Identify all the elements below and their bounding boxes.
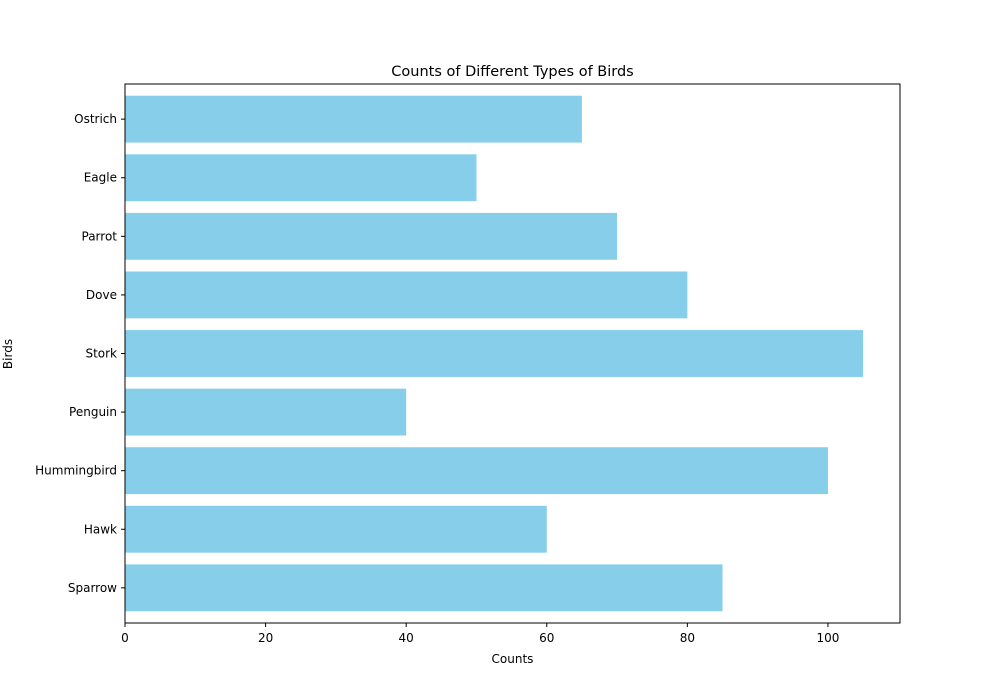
x-tick-label: 20 (258, 631, 273, 645)
x-tick-label: 100 (816, 631, 839, 645)
bar-eagle (125, 154, 477, 202)
bar-hawk (125, 505, 547, 553)
bar-ostrich (125, 95, 582, 143)
y-tick-label: Hawk (84, 522, 117, 536)
y-tick-label: Sparrow (68, 581, 117, 595)
y-axis-label: Birds (1, 339, 15, 369)
plot-frame (124, 83, 901, 624)
y-tick-label: Stork (85, 347, 117, 361)
x-tick-label: 80 (680, 631, 695, 645)
x-tick-label: 40 (399, 631, 414, 645)
y-tick-label: Parrot (82, 229, 118, 243)
bar-sparrow (125, 564, 723, 612)
y-axis-ticks: Sparrow Hawk Hummingbird Penguin Stork Dove Pa… (35, 112, 125, 595)
x-axis-ticks: 0 20 40 60 80 100 (121, 623, 839, 645)
bar-parrot (125, 212, 618, 260)
chart-title: Counts of Different Types of Birds (391, 64, 633, 80)
bar-stork (125, 330, 864, 377)
y-tick-label: Eagle (84, 171, 117, 185)
y-tick-label: Dove (86, 288, 117, 302)
bars-group (125, 95, 864, 612)
x-tick-label: 60 (539, 631, 554, 645)
bar-dove (125, 271, 688, 319)
y-tick-label: Hummingbird (35, 464, 117, 478)
bar-penguin (125, 388, 407, 436)
y-tick-label: Penguin (69, 405, 117, 419)
y-tick-label: Ostrich (74, 112, 117, 126)
x-axis-label: Counts (492, 652, 534, 666)
bar-hummingbird (125, 447, 828, 495)
x-tick-label: 0 (121, 631, 129, 645)
